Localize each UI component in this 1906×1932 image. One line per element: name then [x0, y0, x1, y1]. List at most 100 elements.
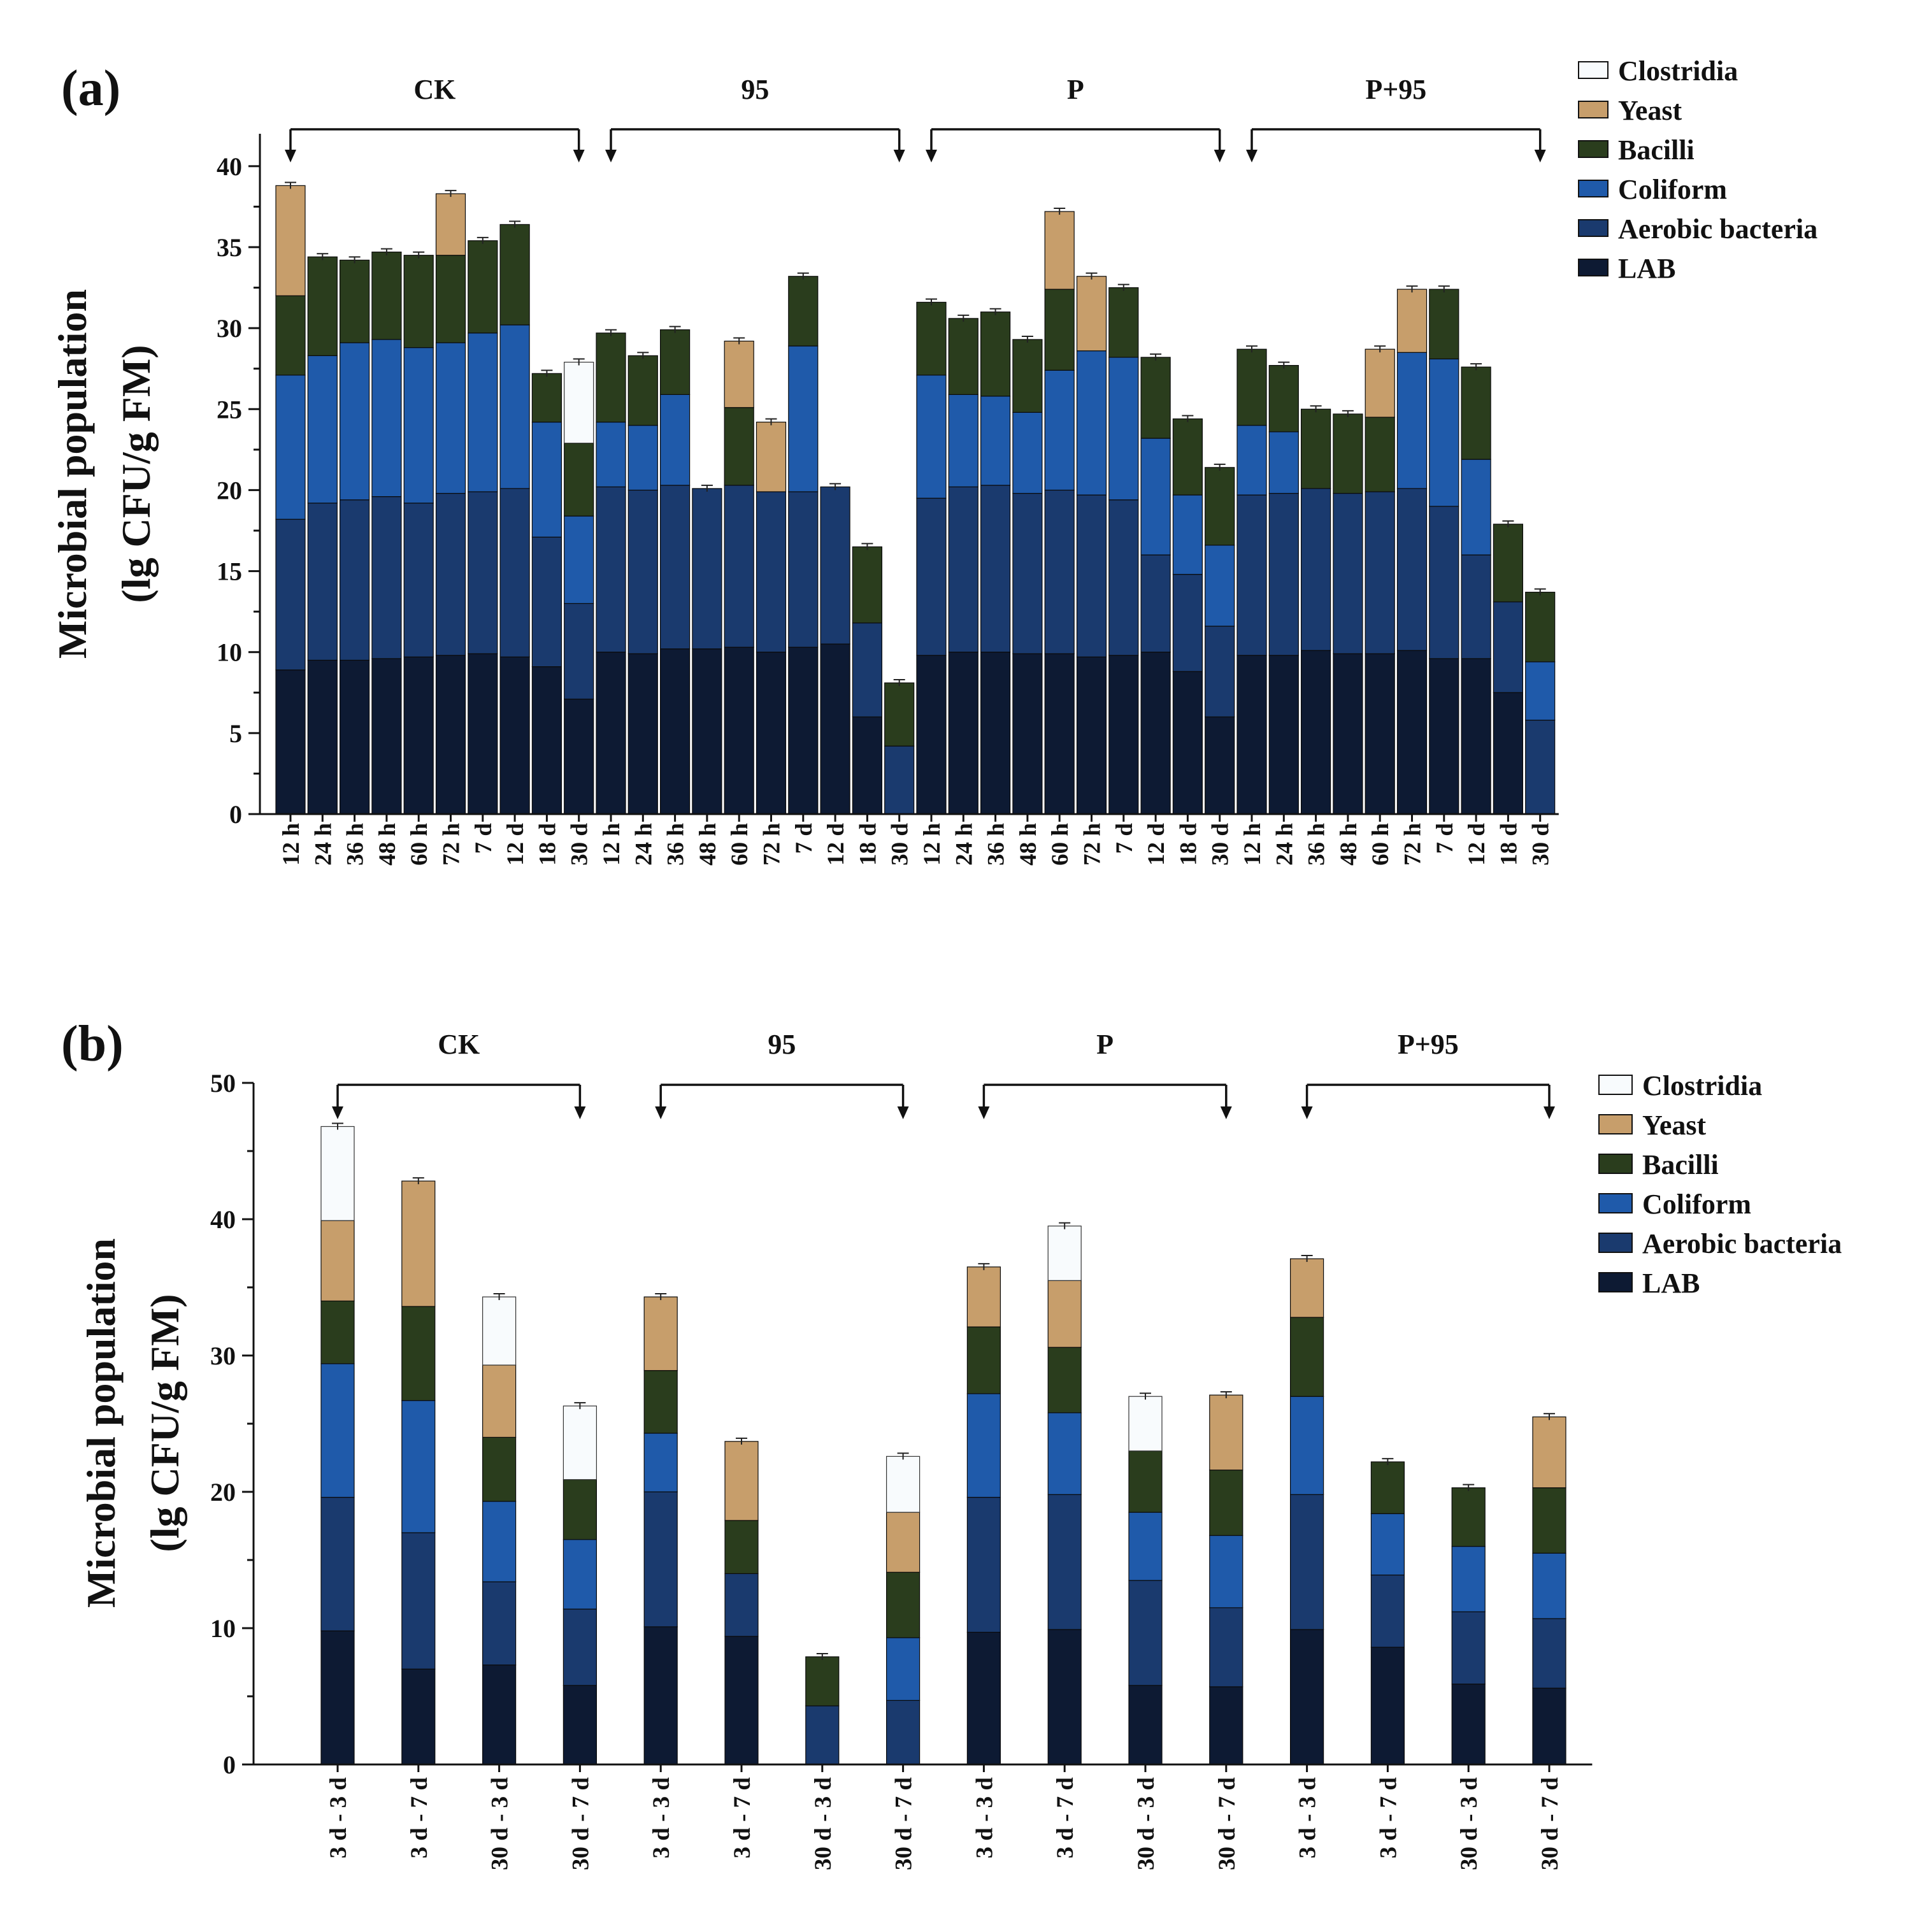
bar-lab	[468, 653, 498, 815]
panel-label: (a)	[61, 61, 120, 117]
bar-bacilli	[435, 255, 466, 343]
bar-yeast	[1532, 1416, 1566, 1489]
bar-coliform	[320, 1363, 355, 1498]
bar-bacilli	[564, 443, 594, 517]
y-tick-label: 0	[229, 800, 242, 829]
x-tick-label: 36 h	[984, 823, 1010, 866]
bar-bacilli	[966, 1326, 1001, 1394]
bar-coliform	[885, 1637, 921, 1701]
bar-coliform	[275, 375, 306, 520]
legend-label-bacilli: Bacilli	[1618, 134, 1695, 166]
bar-coliform	[1012, 411, 1043, 494]
panel-b: (b) Microbial population (lg CFU/g FM) 0 10 2…	[61, 1016, 1842, 1870]
bar-coliform	[482, 1501, 517, 1582]
bar-bacilli	[659, 329, 691, 396]
bar-coliform	[980, 396, 1011, 486]
bar-bacilli	[339, 259, 370, 343]
bar-yeast	[966, 1266, 1001, 1327]
bar-lab	[1268, 655, 1299, 815]
x-tick-label: 30 d	[567, 823, 593, 866]
bar-lab	[1461, 658, 1491, 815]
bar-coliform	[339, 342, 370, 501]
bar-bacilli	[1209, 1470, 1243, 1536]
bar-coliform	[788, 345, 819, 492]
bar-aerobic-bacteria	[1140, 554, 1171, 653]
bar-lab	[339, 659, 370, 815]
x-tick-label: 12 h	[599, 823, 625, 866]
x-tick-label: 7 d	[1432, 823, 1458, 854]
bar-aerobic-bacteria	[1396, 488, 1428, 651]
x-tick-label: 12 h	[1240, 823, 1266, 866]
bar-lab	[852, 716, 883, 815]
bar-lab	[1370, 1647, 1405, 1765]
legend-swatch-coliform	[1578, 180, 1609, 197]
bar-aerobic-bacteria	[435, 492, 466, 656]
bar-aerobic-bacteria	[1047, 1494, 1082, 1630]
bar-lab	[1236, 655, 1267, 815]
bar-lab	[1205, 716, 1235, 815]
bar-coliform	[307, 355, 338, 504]
y-axis-title: Microbial population	[78, 1238, 124, 1608]
bar-bacilli	[627, 355, 658, 426]
y-tick-label: 5	[229, 719, 242, 748]
bar-aerobic-bacteria	[948, 486, 978, 653]
bar-lab	[275, 669, 306, 815]
bar-lab	[1289, 1629, 1324, 1765]
bar-bacilli	[805, 1656, 840, 1707]
bar-coliform	[1451, 1546, 1486, 1612]
bar-aerobic-bacteria	[1044, 489, 1075, 654]
bar-bacilli	[1370, 1461, 1405, 1514]
bar-lab	[1044, 653, 1075, 815]
bar-clostridia	[1047, 1226, 1082, 1281]
bar-bacilli	[1236, 348, 1267, 426]
bar-aerobic-bacteria	[1205, 626, 1235, 718]
bar-aerobic-bacteria	[1172, 574, 1203, 672]
bar-lab	[948, 652, 978, 815]
x-tick-label: 72 h	[1080, 823, 1106, 866]
bar-lab	[1172, 671, 1203, 815]
legend-swatch-yeast	[1578, 101, 1609, 118]
bar-coliform	[531, 422, 562, 538]
bar-coliform	[1525, 661, 1556, 721]
bar-yeast	[885, 1512, 921, 1573]
group-label: P+95	[1365, 74, 1426, 105]
x-tick-label: 30 d	[887, 823, 914, 866]
bar-coliform	[1429, 358, 1459, 507]
group-bracket-arrow	[332, 1106, 343, 1119]
bar-bacilli	[403, 255, 434, 348]
bar-bacilli	[275, 295, 306, 376]
bar-bacilli	[371, 252, 402, 340]
x-tick-label: 72 h	[439, 823, 465, 866]
bar-lab	[1209, 1686, 1243, 1765]
bar-coliform	[1140, 438, 1171, 555]
bar-aerobic-bacteria	[885, 1699, 921, 1765]
bar-lab	[1076, 656, 1107, 815]
bar-yeast	[643, 1296, 678, 1371]
y-tick-label: 30	[217, 314, 242, 343]
bar-coliform	[562, 1539, 598, 1610]
bar-bacilli	[1128, 1450, 1163, 1513]
panel-a: (a) Microbial population (lg CFU/g FM) 0 5 10…	[50, 55, 1817, 866]
bar-lab	[1140, 652, 1171, 815]
bar-bacilli	[562, 1479, 598, 1540]
x-tick-label: 18 d	[1496, 823, 1522, 866]
legend-swatch-aerobic-bacteria	[1578, 219, 1609, 237]
x-tick-label: 7 d	[791, 823, 817, 854]
y-tick-label: 10	[217, 638, 242, 667]
bar-lab	[307, 659, 338, 815]
bar-lab	[562, 1685, 598, 1765]
bar-coliform	[401, 1400, 436, 1533]
bar-coliform	[1289, 1396, 1324, 1495]
bar-yeast	[724, 1441, 759, 1521]
bar-bacilli	[596, 333, 626, 423]
x-tick-label: 24 h	[1272, 823, 1298, 866]
x-tick-label: 30 d - 3 d	[1133, 1777, 1159, 1870]
legend-swatch-clostridia	[1598, 1075, 1633, 1095]
bar-lab	[1451, 1684, 1486, 1765]
bar-aerobic-bacteria	[499, 488, 530, 657]
bar-clostridia	[1128, 1396, 1163, 1452]
bar-aerobic-bacteria	[692, 488, 722, 650]
bar-lab	[966, 1631, 1001, 1765]
bar-aerobic-bacteria	[1451, 1611, 1486, 1685]
group-label: P	[1067, 74, 1084, 105]
